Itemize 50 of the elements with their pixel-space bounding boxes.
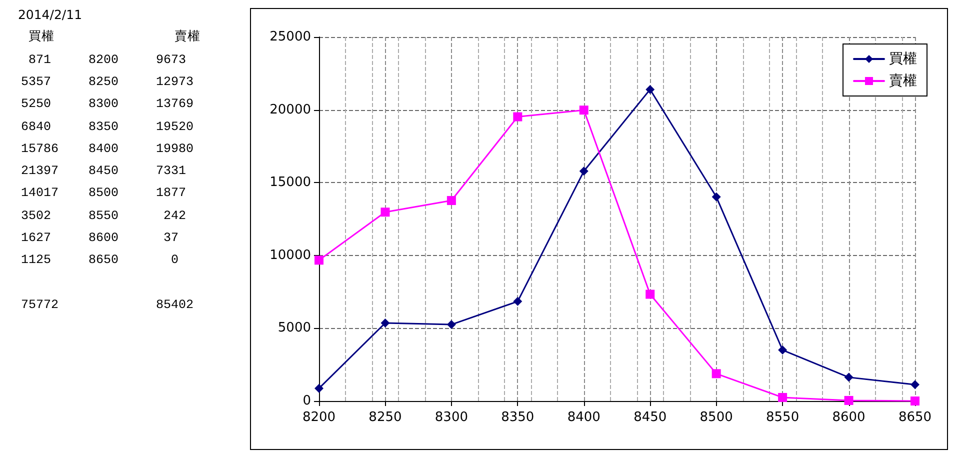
x-tick-label: 8200 [302, 410, 336, 425]
y-tick-label: 15000 [270, 175, 311, 190]
point [910, 380, 920, 390]
text: 75772 85402 [20, 296, 194, 314]
text: 5357 8250 12973 [20, 74, 194, 91]
y-tick-label: 25000 [270, 30, 311, 44]
x-tick-label: 8650 [898, 410, 932, 425]
x-tick-label: 8250 [368, 410, 402, 425]
point [513, 112, 522, 122]
point [778, 392, 788, 402]
point [579, 106, 588, 115]
text: 871 8200 9673 [28, 52, 186, 69]
point [314, 256, 324, 265]
point [380, 208, 390, 217]
point [844, 396, 854, 405]
point [646, 290, 655, 299]
point [446, 196, 456, 206]
y-tick-label: 10000 [270, 248, 311, 263]
text: 5250 8300 13769 [20, 96, 194, 114]
point [513, 296, 522, 306]
text: 1627 8600 37 [20, 230, 179, 247]
text: 14017 8500 1877 [20, 185, 186, 202]
x-tick-label: 8550 [766, 410, 800, 425]
text: 1125 8650 0 [20, 252, 179, 270]
point [712, 192, 721, 202]
x-tick-label: 8300 [434, 410, 468, 425]
x-tick-label: 8500 [700, 410, 733, 425]
x-tick-label: 8400 [567, 410, 600, 425]
text: 買權 賣權 [28, 28, 201, 46]
legend-label: 買權 [889, 51, 917, 67]
point [380, 318, 390, 328]
x-tick-label: 8350 [501, 410, 534, 425]
legend-label: 賣權 [889, 73, 917, 89]
point [646, 84, 655, 94]
x-tick-label: 8600 [832, 410, 866, 425]
point [844, 372, 854, 382]
text: 2014/2/11 [16, 6, 84, 24]
y-tick-label: 5000 [278, 320, 311, 336]
y-tick-label: 20000 [270, 102, 311, 118]
point [314, 384, 324, 393]
x-tick-label: 8450 [634, 410, 667, 425]
text: 15786 8400 19980 [20, 140, 194, 158]
point [712, 369, 721, 378]
text: 6840 8350 19520 [20, 118, 194, 136]
point [778, 346, 788, 355]
text: 3502 8550 242 [20, 208, 186, 225]
point [446, 320, 456, 330]
y-tick-label: 0 [302, 394, 311, 408]
text: 21397 8450 7331 [20, 163, 186, 180]
point [579, 166, 588, 176]
